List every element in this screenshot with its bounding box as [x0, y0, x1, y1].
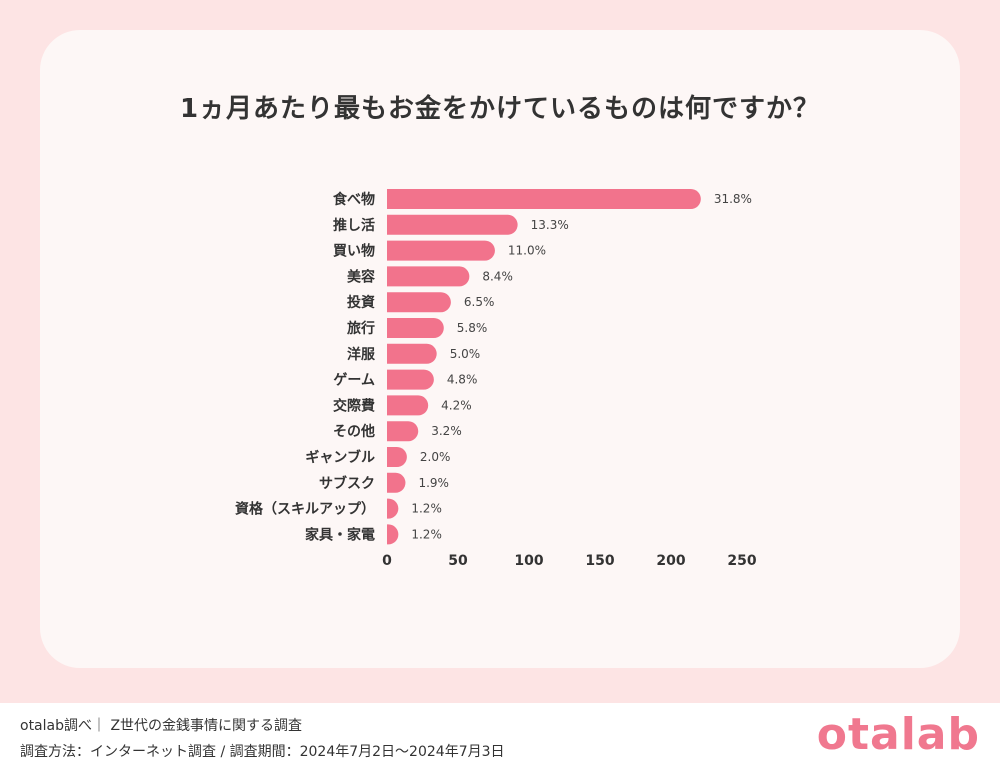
bar-chart: 食べ物 31.8% 推し活 13.3% 買い物 11.0% 美容 8.4% 投資 6.5% 旅行 5.… [235, 189, 757, 569]
bar [387, 266, 470, 287]
category-label: 買い物 [333, 243, 375, 260]
chart-card [40, 30, 960, 668]
category-label: 資格（スキルアップ） [235, 501, 375, 518]
category-label: ギャンブル [305, 449, 375, 466]
footer: otalab調べ｜ Z世代の金銭事情に関する調査 調査方法：インターネット調査 … [0, 703, 1000, 769]
bar [387, 369, 434, 390]
category-label: 美容 [347, 268, 375, 285]
x-tick-label: 200 [656, 553, 685, 569]
category-label: その他 [333, 423, 375, 440]
value-label: 1.9% [418, 476, 449, 490]
otalab-logo: otalab [816, 709, 980, 760]
bar [387, 498, 399, 519]
value-label: 5.8% [457, 321, 488, 335]
category-label: サブスク [319, 475, 375, 492]
bar [387, 472, 406, 493]
category-label: ゲーム [333, 372, 375, 389]
category-label: 投資 [347, 294, 375, 311]
value-label: 1.2% [411, 502, 442, 516]
bar [387, 318, 444, 338]
x-tick-label: 250 [727, 553, 756, 569]
category-label: 推し活 [333, 217, 375, 234]
x-tick-label: 150 [585, 553, 614, 569]
value-label: 4.2% [441, 398, 472, 412]
value-label: 4.8% [447, 373, 478, 387]
bar [387, 189, 701, 209]
bar [387, 240, 495, 261]
value-label: 5.0% [450, 347, 481, 361]
value-label: 6.5% [464, 295, 495, 309]
bar [387, 421, 419, 442]
bar [387, 343, 437, 364]
bar [387, 447, 407, 467]
value-label: 13.3% [531, 218, 569, 232]
bar [387, 395, 429, 416]
value-label: 11.0% [508, 244, 546, 258]
footer-method: 調査方法：インターネット調査 / 調査期間：2024年7月2日〜2024年7月3… [20, 744, 505, 760]
value-label: 8.4% [482, 269, 513, 283]
value-label: 31.8% [714, 192, 752, 206]
value-label: 1.2% [411, 527, 442, 541]
bar [387, 214, 518, 235]
category-label: 洋服 [347, 346, 376, 363]
value-label: 2.0% [420, 450, 451, 464]
chart-title: 1ヵ月あたり最もお金をかけているものは何ですか？ [179, 94, 821, 124]
x-tick-label: 0 [382, 553, 392, 569]
category-label: 家具・家電 [305, 526, 375, 543]
category-label: 食べ物 [333, 191, 375, 208]
x-tick-label: 50 [448, 553, 468, 569]
footer-source: otalab調べ｜ Z世代の金銭事情に関する調査 [20, 718, 303, 734]
bar [387, 524, 399, 545]
x-tick-label: 100 [514, 553, 543, 569]
category-label: 交際費 [333, 397, 375, 414]
value-label: 3.2% [431, 424, 462, 438]
category-label: 旅行 [347, 320, 375, 337]
bar [387, 292, 451, 313]
